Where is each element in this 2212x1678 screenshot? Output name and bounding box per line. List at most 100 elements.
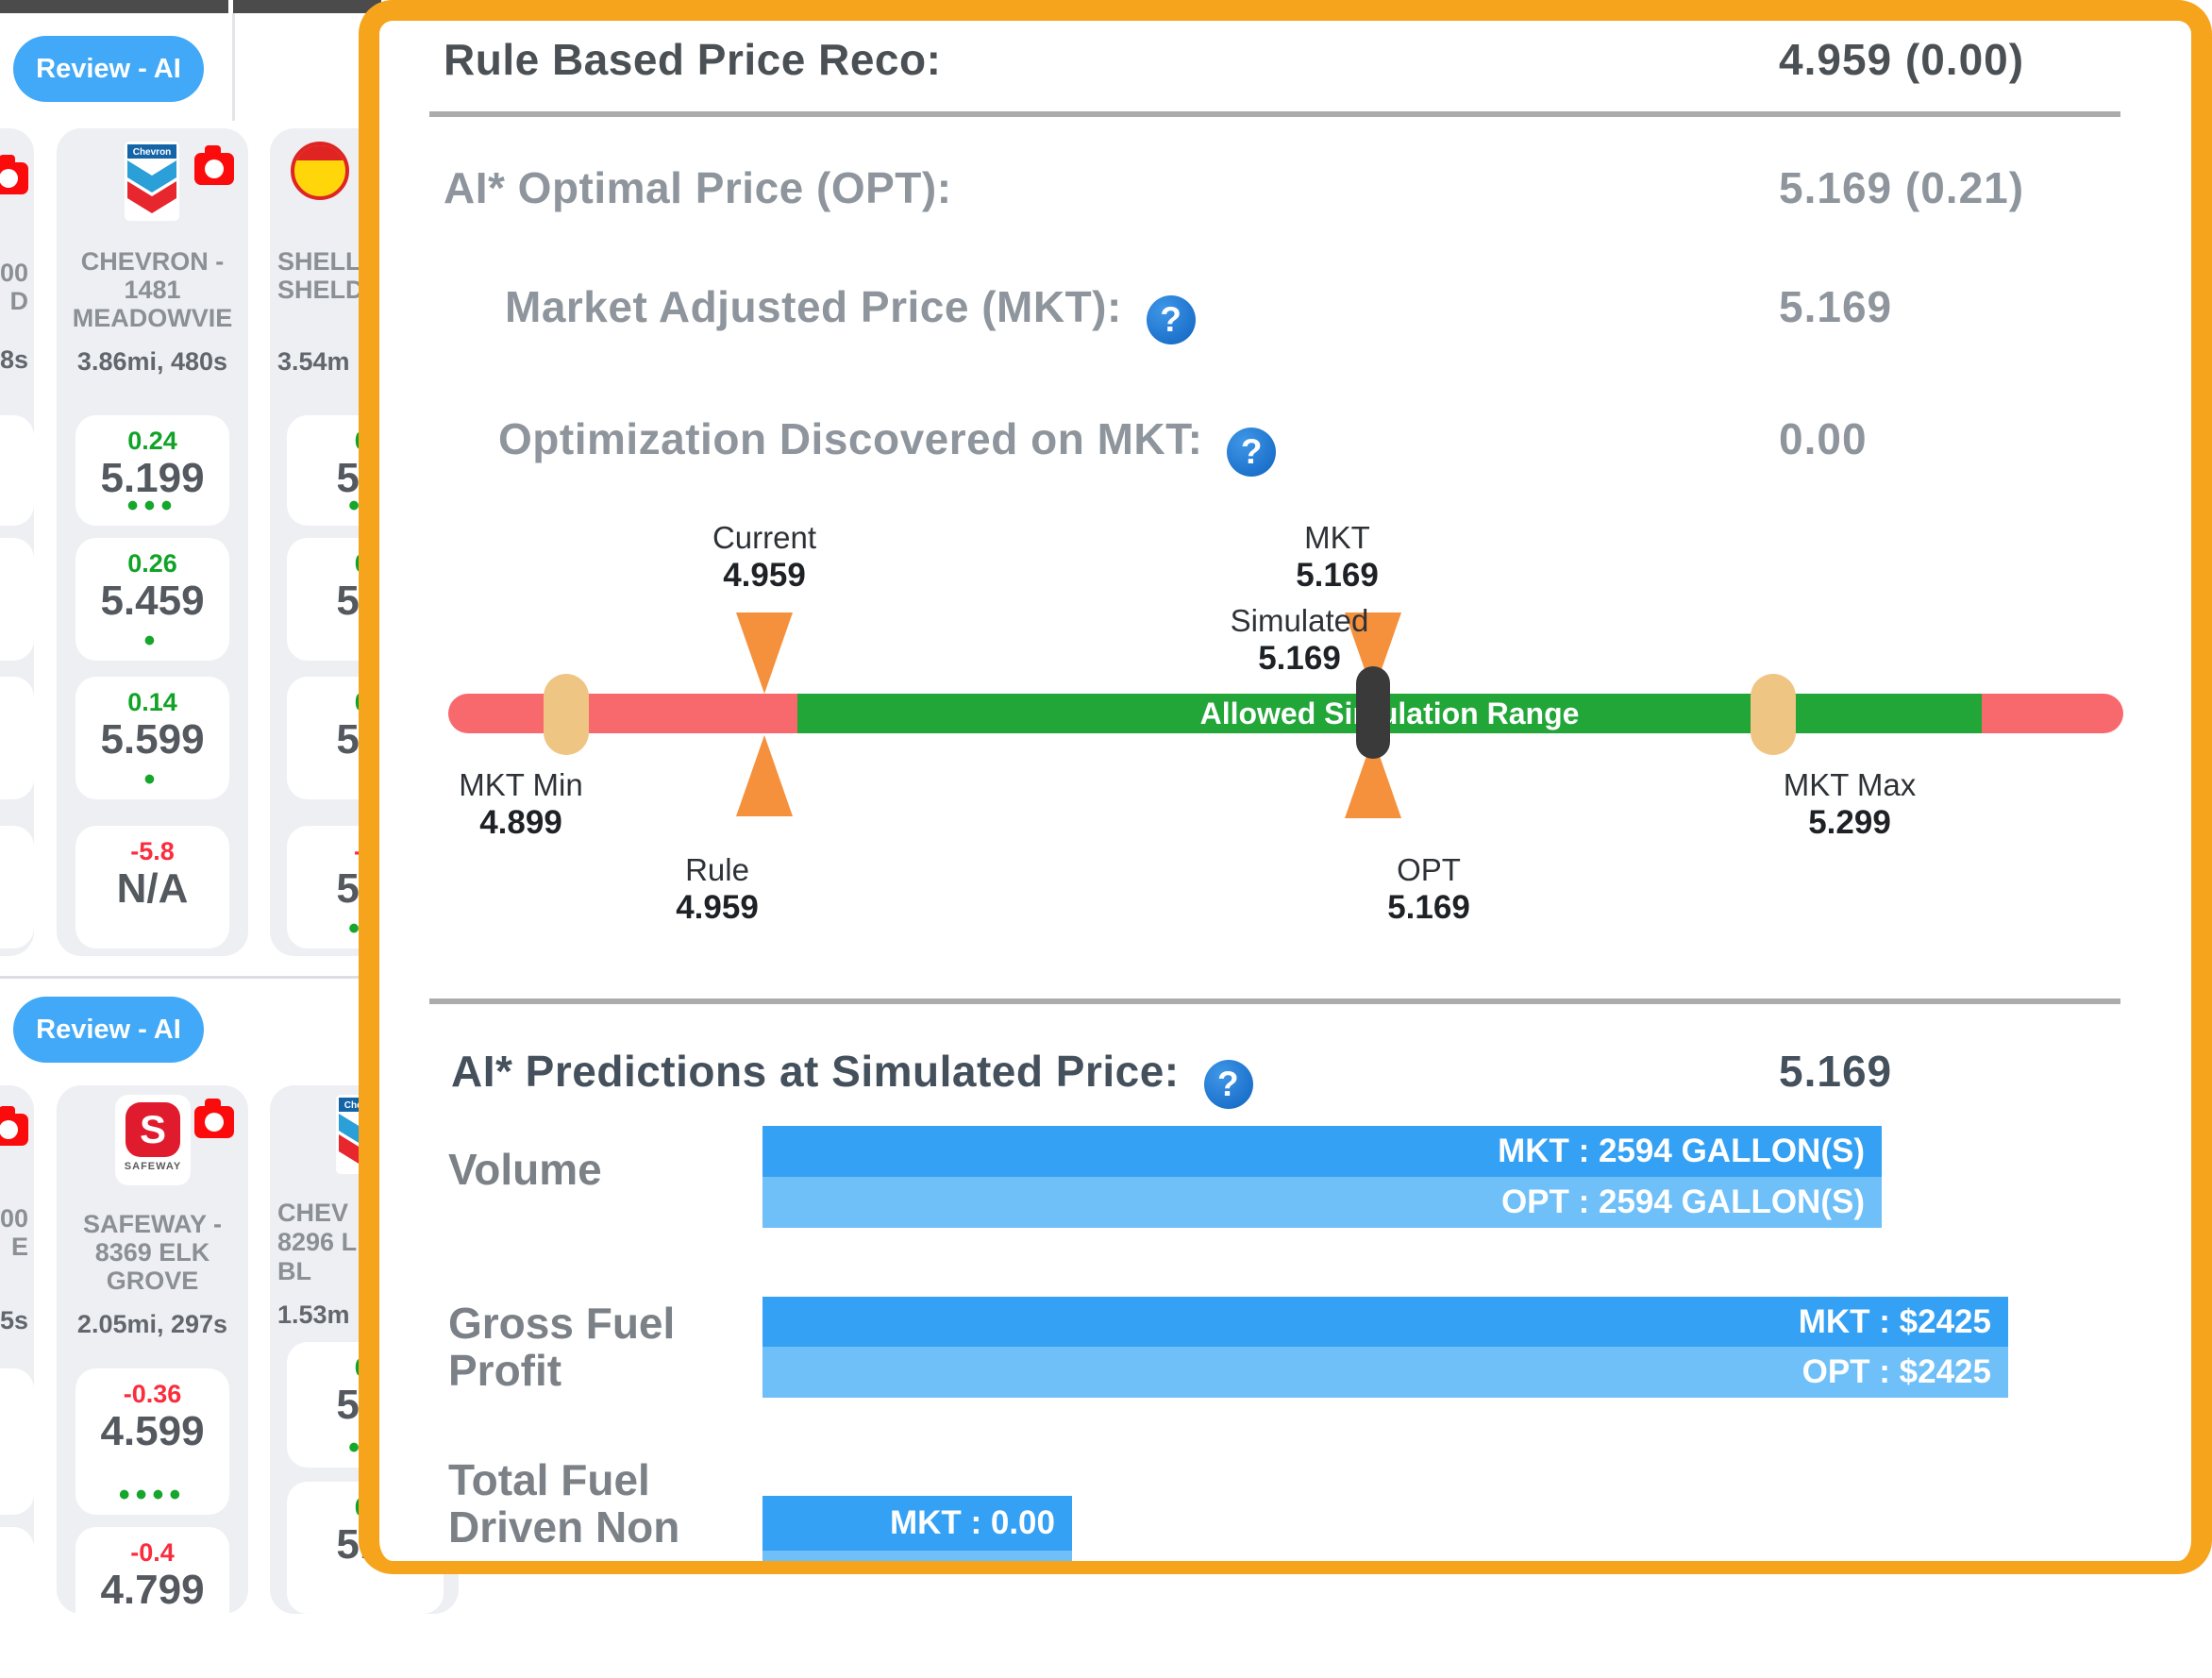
card-distance-meta: 5s bbox=[0, 1306, 28, 1334]
slider-rule-label: Rule 4.959 bbox=[676, 852, 759, 926]
card-name-line: SHELL bbox=[277, 247, 361, 276]
trend-dots: •••• bbox=[118, 1477, 187, 1513]
price-cell[interactable] bbox=[0, 538, 34, 661]
total-fuel-mkt-bar: MKT : 0.00 bbox=[762, 1496, 1072, 1551]
price-delta: -5.8 bbox=[130, 837, 175, 865]
optimization-discovered-label: Optimization Discovered on MKT:? bbox=[498, 413, 1277, 477]
price-delta: 0.24 bbox=[127, 427, 177, 455]
gross-fuel-profit-opt-text: OPT : $2425 bbox=[1801, 1353, 1991, 1390]
competitor-card-chevron[interactable]: Chevron CHEVRON - 1481 MEADOWVIE 3.86mi,… bbox=[57, 128, 248, 956]
review-ai-button-label: Review - AI bbox=[36, 53, 181, 84]
card-name-line: SAFEWAY - bbox=[82, 1210, 223, 1238]
gross-fuel-profit-mkt-bar: MKT : $2425 bbox=[762, 1297, 2008, 1347]
optimization-discovered-value: 0.00 bbox=[1779, 414, 1868, 463]
chevron-logo-text: Chevron bbox=[133, 147, 172, 158]
price-cell[interactable] bbox=[0, 415, 34, 526]
card-name-line: MEADOWVIE bbox=[72, 304, 233, 332]
card-name-line: 00 bbox=[0, 1204, 28, 1233]
total-fuel-driven-label: Total Fuel Driven Non bbox=[448, 1455, 680, 1552]
price-cell[interactable]: -0.4 4.799 bbox=[75, 1527, 229, 1678]
slider-mkt-value: 5.169 bbox=[1296, 557, 1379, 594]
total-fuel-opt-bar: OPT : 0.00 bbox=[762, 1551, 1072, 1561]
price-cell[interactable]: 0.26 5.459 • bbox=[75, 538, 229, 661]
card-distance-meta: 1.53m bbox=[277, 1300, 350, 1329]
price-cell[interactable] bbox=[0, 677, 34, 799]
card-distance-meta: 3.86mi, 480s bbox=[76, 347, 228, 376]
camera-icon[interactable] bbox=[0, 1106, 28, 1146]
card-name-line: D bbox=[9, 287, 29, 315]
rule-based-price-value: 4.959 (0.00) bbox=[1779, 35, 2025, 84]
camera-icon[interactable] bbox=[194, 1099, 234, 1138]
price-delta: -0.4 bbox=[130, 1538, 175, 1567]
help-icon[interactable]: ? bbox=[1227, 428, 1277, 477]
card-name-line: 00 bbox=[0, 259, 28, 287]
price-range-track[interactable]: Allowed Simulation Range bbox=[448, 694, 2123, 733]
card-name-line: CHEVRON - bbox=[80, 247, 225, 276]
volume-opt-bar: OPT : 2594 GALLON(S) bbox=[762, 1177, 1882, 1228]
card-name-line: BL bbox=[277, 1257, 311, 1285]
card-name-line: E bbox=[10, 1233, 28, 1261]
price-value: 5.199 bbox=[100, 455, 205, 501]
market-adjusted-price-row: Market Adjusted Price (MKT):? 5.169 bbox=[379, 281, 2172, 344]
rule-based-price-row: Rule Based Price Reco: 4.959 (0.00) bbox=[379, 34, 2172, 85]
sidebar-section-divider bbox=[0, 976, 381, 979]
rule-based-price-label: Rule Based Price Reco: bbox=[444, 35, 942, 84]
optimization-discovered-row: Optimization Discovered on MKT:? 0.00 bbox=[379, 413, 2172, 477]
price-cell[interactable]: 0.14 5.599 • bbox=[75, 677, 229, 799]
price-value: 5.459 bbox=[100, 578, 205, 624]
gross-fuel-profit-opt-bar: OPT : $2425 bbox=[762, 1347, 2008, 1398]
volume-label: Volume bbox=[448, 1145, 602, 1194]
card-distance-meta: 8s bbox=[0, 345, 28, 374]
price-cell[interactable] bbox=[0, 1368, 34, 1515]
price-cell[interactable] bbox=[0, 826, 34, 948]
slider-mkt-label: MKT 5.169 bbox=[1296, 520, 1379, 594]
card-name-line: SHELD bbox=[277, 276, 364, 304]
slider-rule-value: 4.959 bbox=[676, 889, 759, 926]
sidebar-top-strip-gap bbox=[228, 0, 233, 13]
card-name-line: 8369 ELK bbox=[94, 1238, 210, 1267]
ai-optimal-price-row: AI* Optimal Price (OPT): 5.169 (0.21) bbox=[379, 162, 2172, 213]
mkt-min-handle bbox=[544, 674, 589, 755]
price-cell[interactable]: -5.8 N/A bbox=[75, 826, 229, 948]
card-name-line: 8296 L bbox=[277, 1228, 358, 1256]
card-distance-meta: 2.05mi, 297s bbox=[76, 1310, 228, 1338]
help-icon[interactable]: ? bbox=[1203, 1060, 1253, 1109]
sidebar-top-strip bbox=[0, 0, 381, 13]
competitor-card-safeway[interactable]: S SAFEWAY SAFEWAY - 8369 ELK GROVE 2.05m… bbox=[57, 1085, 248, 1678]
trend-dots: • bbox=[143, 623, 161, 659]
slider-mkt-min-value: 4.899 bbox=[479, 804, 562, 841]
simulated-price-handle[interactable] bbox=[1356, 666, 1390, 759]
slider-opt-label: OPT 5.169 bbox=[1387, 852, 1470, 926]
safeway-logo-mark: S bbox=[126, 1102, 180, 1157]
ai-predictions-row: AI* Predictions at Simulated Price:? 5.1… bbox=[379, 1046, 2172, 1109]
price-cell[interactable] bbox=[0, 1527, 34, 1678]
gross-fuel-profit-mkt-text: MKT : $2425 bbox=[1798, 1302, 1991, 1340]
market-adjusted-price-label: Market Adjusted Price (MKT):? bbox=[505, 281, 1196, 344]
current-marker-bottom-icon bbox=[736, 735, 793, 816]
competitor-card-partial-1[interactable]: 00 D 8s bbox=[0, 128, 34, 956]
total-fuel-mkt-text: MKT : 0.00 bbox=[889, 1504, 1055, 1541]
review-ai-button-top[interactable]: Review - AI bbox=[13, 36, 204, 102]
camera-icon[interactable] bbox=[194, 145, 234, 185]
review-ai-button-bottom[interactable]: Review - AI bbox=[13, 997, 204, 1063]
price-cell[interactable]: 0.24 5.199 ••• bbox=[75, 415, 229, 526]
help-icon[interactable]: ? bbox=[1146, 295, 1196, 344]
camera-icon[interactable] bbox=[0, 155, 28, 194]
slider-opt-value: 5.169 bbox=[1387, 889, 1470, 926]
slider-mkt-min-label: MKT Min 4.899 bbox=[459, 767, 583, 841]
price-value: 5.599 bbox=[100, 716, 205, 763]
price-delta: 0.26 bbox=[127, 549, 177, 578]
safeway-logo-caption: SAFEWAY bbox=[124, 1161, 182, 1172]
gross-fuel-profit-label: Gross Fuel Profit bbox=[448, 1299, 676, 1395]
volume-mkt-bar: MKT : 2594 GALLON(S) bbox=[762, 1126, 1882, 1177]
price-cell[interactable]: -0.36 4.599 •••• bbox=[75, 1368, 229, 1515]
slider-current-label: Current 4.959 bbox=[712, 520, 817, 594]
volume-opt-bar-text: OPT : 2594 GALLON(S) bbox=[1500, 1183, 1865, 1220]
card-name-line: GROVE bbox=[106, 1267, 199, 1295]
ai-predictions-label: AI* Predictions at Simulated Price:? bbox=[451, 1046, 1253, 1109]
slider-mkt-max-value: 5.299 bbox=[1808, 804, 1891, 841]
competitor-card-partial-2[interactable]: 00 E 5s bbox=[0, 1085, 34, 1678]
current-marker-top-icon bbox=[736, 612, 793, 694]
price-delta: 0.14 bbox=[127, 688, 177, 716]
volume-mkt-bar-text: MKT : 2594 GALLON(S) bbox=[1498, 1133, 1865, 1169]
